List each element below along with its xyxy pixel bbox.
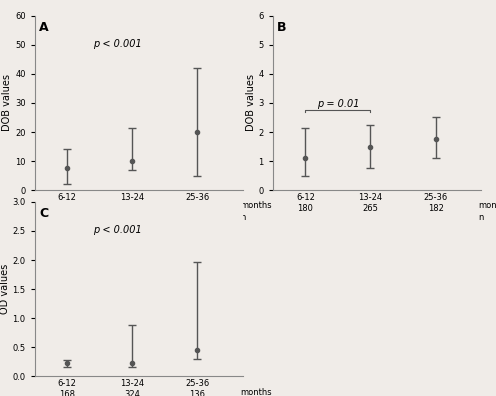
Y-axis label: DOB values: DOB values <box>246 74 255 131</box>
Text: B: B <box>277 21 287 34</box>
Y-axis label: DOB values: DOB values <box>2 74 12 131</box>
Y-axis label: OD values: OD values <box>0 264 9 314</box>
Text: p < 0.001: p < 0.001 <box>93 39 142 49</box>
Text: months
n: months n <box>240 388 271 396</box>
Text: p < 0.001: p < 0.001 <box>93 225 142 235</box>
Text: C: C <box>39 207 48 220</box>
Text: A: A <box>39 21 49 34</box>
Text: months
n: months n <box>478 202 496 221</box>
Text: months
n: months n <box>240 202 271 221</box>
Text: p = 0.01: p = 0.01 <box>316 99 359 109</box>
